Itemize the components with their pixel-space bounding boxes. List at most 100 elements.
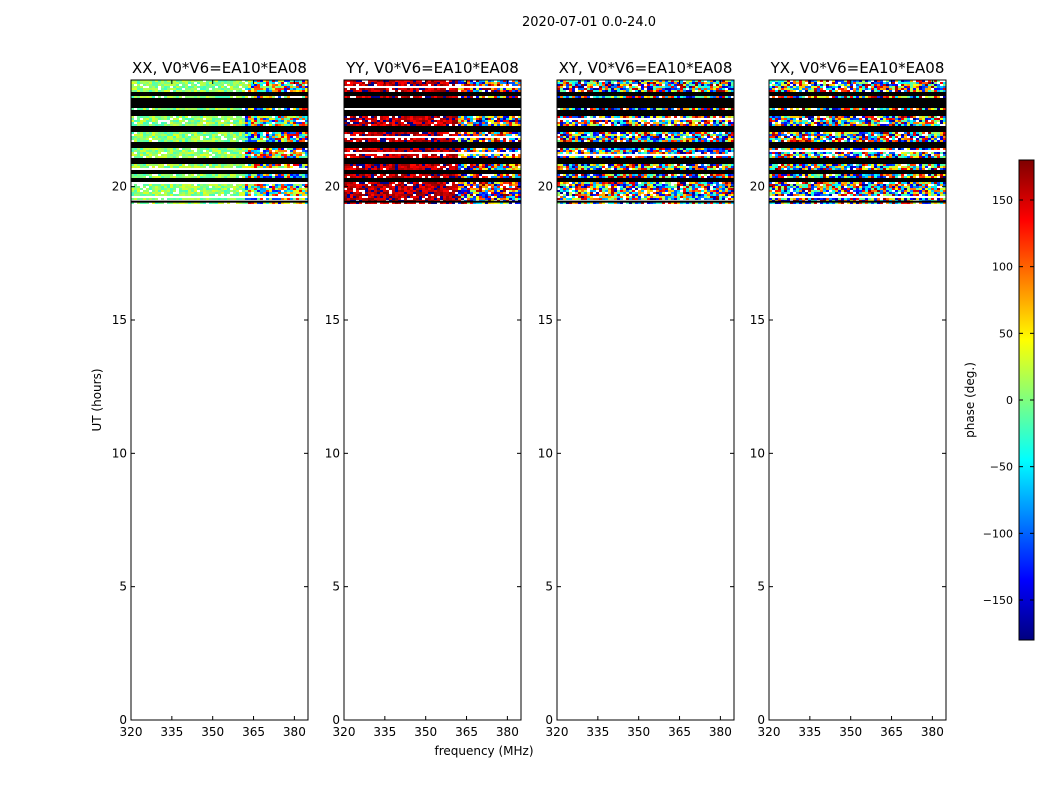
- heatmap-cell: [713, 120, 716, 122]
- heatmap-cell: [623, 88, 626, 90]
- heatmap-cell: [632, 150, 635, 152]
- heatmap-cell: [650, 152, 653, 154]
- heatmap-cell: [416, 118, 419, 120]
- heatmap-cell: [650, 90, 653, 92]
- heatmap-cell: [368, 190, 371, 192]
- heatmap-cell: [398, 124, 401, 126]
- heatmap-cell: [185, 108, 188, 110]
- heatmap-cell: [251, 140, 254, 142]
- heatmap-cell: [500, 120, 503, 122]
- heatmap-cell: [377, 190, 380, 192]
- heatmap-cell: [611, 150, 614, 152]
- heatmap-cell: [617, 80, 620, 82]
- heatmap-cell: [653, 120, 656, 122]
- heatmap-cell: [257, 188, 260, 190]
- heatmap-cell: [455, 132, 458, 134]
- heatmap-cell: [659, 138, 662, 140]
- heatmap-cell: [560, 156, 563, 158]
- heatmap-cell: [506, 176, 509, 178]
- heatmap-cell: [617, 120, 620, 122]
- heatmap-cell: [164, 82, 167, 84]
- heatmap-cell: [617, 82, 620, 84]
- heatmap-cell: [437, 138, 440, 140]
- heatmap-cell: [692, 108, 695, 110]
- heatmap-cell: [218, 190, 221, 192]
- heatmap-cell: [680, 136, 683, 138]
- heatmap-cell: [164, 186, 167, 188]
- heatmap-cell: [572, 156, 575, 158]
- heatmap-cell: [296, 186, 299, 188]
- heatmap-cell: [206, 188, 209, 190]
- heatmap-cell: [143, 184, 146, 186]
- heatmap-cell: [443, 138, 446, 140]
- heatmap-cell: [281, 148, 284, 150]
- heatmap-cell: [251, 84, 254, 86]
- data-edge: [344, 200, 521, 203]
- heatmap-cell: [296, 132, 299, 134]
- heatmap-cell: [140, 198, 143, 200]
- heatmap-cell: [362, 82, 365, 84]
- heatmap-cell: [209, 136, 212, 138]
- heatmap-cell: [701, 132, 704, 134]
- heatmap-cell: [260, 90, 263, 92]
- heatmap-cell: [179, 188, 182, 190]
- heatmap-cell: [149, 156, 152, 158]
- heatmap-cell: [572, 122, 575, 124]
- heatmap-cell: [161, 138, 164, 140]
- heatmap-cell: [590, 132, 593, 134]
- heatmap-cell: [389, 140, 392, 142]
- heatmap-cell: [374, 190, 377, 192]
- heatmap-cell: [680, 124, 683, 126]
- heatmap-cell: [170, 202, 173, 204]
- heatmap-cell: [176, 122, 179, 124]
- heatmap-cell: [182, 190, 185, 192]
- heatmap-cell: [380, 96, 383, 98]
- heatmap-cell: [686, 108, 689, 110]
- heatmap-cell: [404, 188, 407, 190]
- heatmap-cell: [626, 148, 629, 150]
- heatmap-cell: [704, 120, 707, 122]
- heatmap-cell: [245, 124, 248, 126]
- heatmap-cell: [281, 140, 284, 142]
- heatmap-cell: [449, 154, 452, 156]
- heatmap-cell: [254, 174, 257, 176]
- heatmap-cell: [356, 80, 359, 82]
- heatmap-cell: [284, 156, 287, 158]
- heatmap-cell: [374, 194, 377, 196]
- heatmap-cell: [566, 122, 569, 124]
- heatmap-cell: [683, 120, 686, 122]
- heatmap-cell: [407, 164, 410, 166]
- heatmap-cell: [188, 174, 191, 176]
- heatmap-cell: [257, 96, 260, 98]
- heatmap-cell: [563, 134, 566, 136]
- heatmap-cell: [695, 124, 698, 126]
- heatmap-cell: [371, 174, 374, 176]
- heatmap-cell: [164, 84, 167, 86]
- heatmap-cell: [611, 148, 614, 150]
- heatmap-cell: [146, 202, 149, 204]
- heatmap-cell: [305, 136, 308, 138]
- heatmap-cell: [251, 134, 254, 136]
- heatmap-cell: [665, 124, 668, 126]
- heatmap-cell: [692, 136, 695, 138]
- heatmap-cell: [374, 82, 377, 84]
- heatmap-cell: [599, 132, 602, 134]
- heatmap-cell: [272, 96, 275, 98]
- heatmap-cell: [614, 86, 617, 88]
- heatmap-cell: [446, 120, 449, 122]
- heatmap-cell: [146, 134, 149, 136]
- heatmap-cell: [728, 86, 731, 88]
- heatmap-cell: [446, 118, 449, 120]
- heatmap-cell: [479, 194, 482, 196]
- heatmap-cell: [671, 96, 674, 98]
- heatmap-cell: [638, 136, 641, 138]
- heatmap-cell: [152, 80, 155, 82]
- heatmap-cell: [653, 140, 656, 142]
- heatmap-cell: [224, 136, 227, 138]
- heatmap-cell: [215, 198, 218, 200]
- heatmap-cell: [626, 152, 629, 154]
- heatmap-cell: [134, 82, 137, 84]
- heatmap-cell: [368, 118, 371, 120]
- heatmap-cell: [275, 202, 278, 204]
- heatmap-cell: [416, 164, 419, 166]
